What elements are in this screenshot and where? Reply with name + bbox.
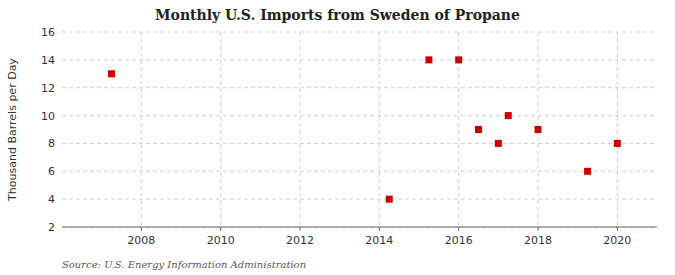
- x-grid-line: [617, 32, 618, 227]
- data-point: [455, 56, 462, 63]
- y-axis-label: Thousand Barrels per Day: [6, 58, 19, 202]
- x-tick-label: 2016: [445, 234, 473, 247]
- x-axis-line: [62, 227, 657, 228]
- data-point: [425, 56, 432, 63]
- points: [108, 56, 621, 202]
- x-tick-label: 2018: [524, 234, 552, 247]
- axes: 2008 2010 2012 2014 2016 2018 2020 2 4 6 8 10 12 14 16: [41, 26, 631, 247]
- y-tick-label: 12: [41, 82, 55, 95]
- grid: [62, 32, 657, 227]
- x-tick: [617, 227, 618, 231]
- y-tick-label: 4: [48, 193, 55, 206]
- x-tick-label: 2010: [207, 234, 235, 247]
- x-tick-label: 2020: [603, 234, 631, 247]
- y-tick-label: 10: [41, 110, 55, 123]
- y-tick-label: 16: [41, 26, 55, 39]
- chart-svg: 2008 2010 2012 2014 2016 2018 2020 2 4 6 8 10 12 14 16…: [0, 0, 675, 275]
- y-grid-line: [62, 59, 657, 60]
- x-tick: [458, 227, 459, 231]
- y-tick-label: 14: [41, 54, 55, 67]
- x-tick: [379, 227, 380, 231]
- y-tick-label: 2: [48, 221, 55, 234]
- x-grid-line: [300, 32, 301, 227]
- x-tick: [538, 227, 539, 231]
- y-grid-line: [62, 227, 657, 228]
- y-grid-line: [62, 143, 657, 144]
- data-point: [505, 112, 512, 119]
- y-grid-line: [62, 87, 657, 88]
- x-grid-line: [220, 32, 221, 227]
- x-grid-line: [379, 32, 380, 227]
- data-point: [386, 196, 393, 203]
- y-tick-label: 6: [48, 165, 55, 178]
- data-point: [535, 126, 542, 133]
- x-tick-label: 2014: [365, 234, 393, 247]
- x-tick: [220, 227, 221, 231]
- data-point: [584, 168, 591, 175]
- x-tick: [300, 227, 301, 231]
- data-point: [495, 140, 502, 147]
- data-point: [475, 126, 482, 133]
- y-grid-line: [62, 115, 657, 116]
- chart-container: 2008 2010 2012 2014 2016 2018 2020 2 4 6 8 10 12 14 16…: [0, 0, 675, 275]
- source-note: Source: U.S. Energy Information Administ…: [62, 259, 306, 270]
- chart-title: Monthly U.S. Imports from Sweden of Prop…: [155, 7, 520, 23]
- x-tick-label: 2012: [286, 234, 314, 247]
- x-tick: [141, 227, 142, 231]
- y-tick-label: 8: [48, 137, 55, 150]
- x-grid-line: [141, 32, 142, 227]
- x-tick-label: 2008: [127, 234, 155, 247]
- data-point: [614, 140, 621, 147]
- y-grid-line: [62, 199, 657, 200]
- y-grid-line: [62, 171, 657, 172]
- data-point: [108, 70, 115, 77]
- y-grid-line: [62, 32, 657, 33]
